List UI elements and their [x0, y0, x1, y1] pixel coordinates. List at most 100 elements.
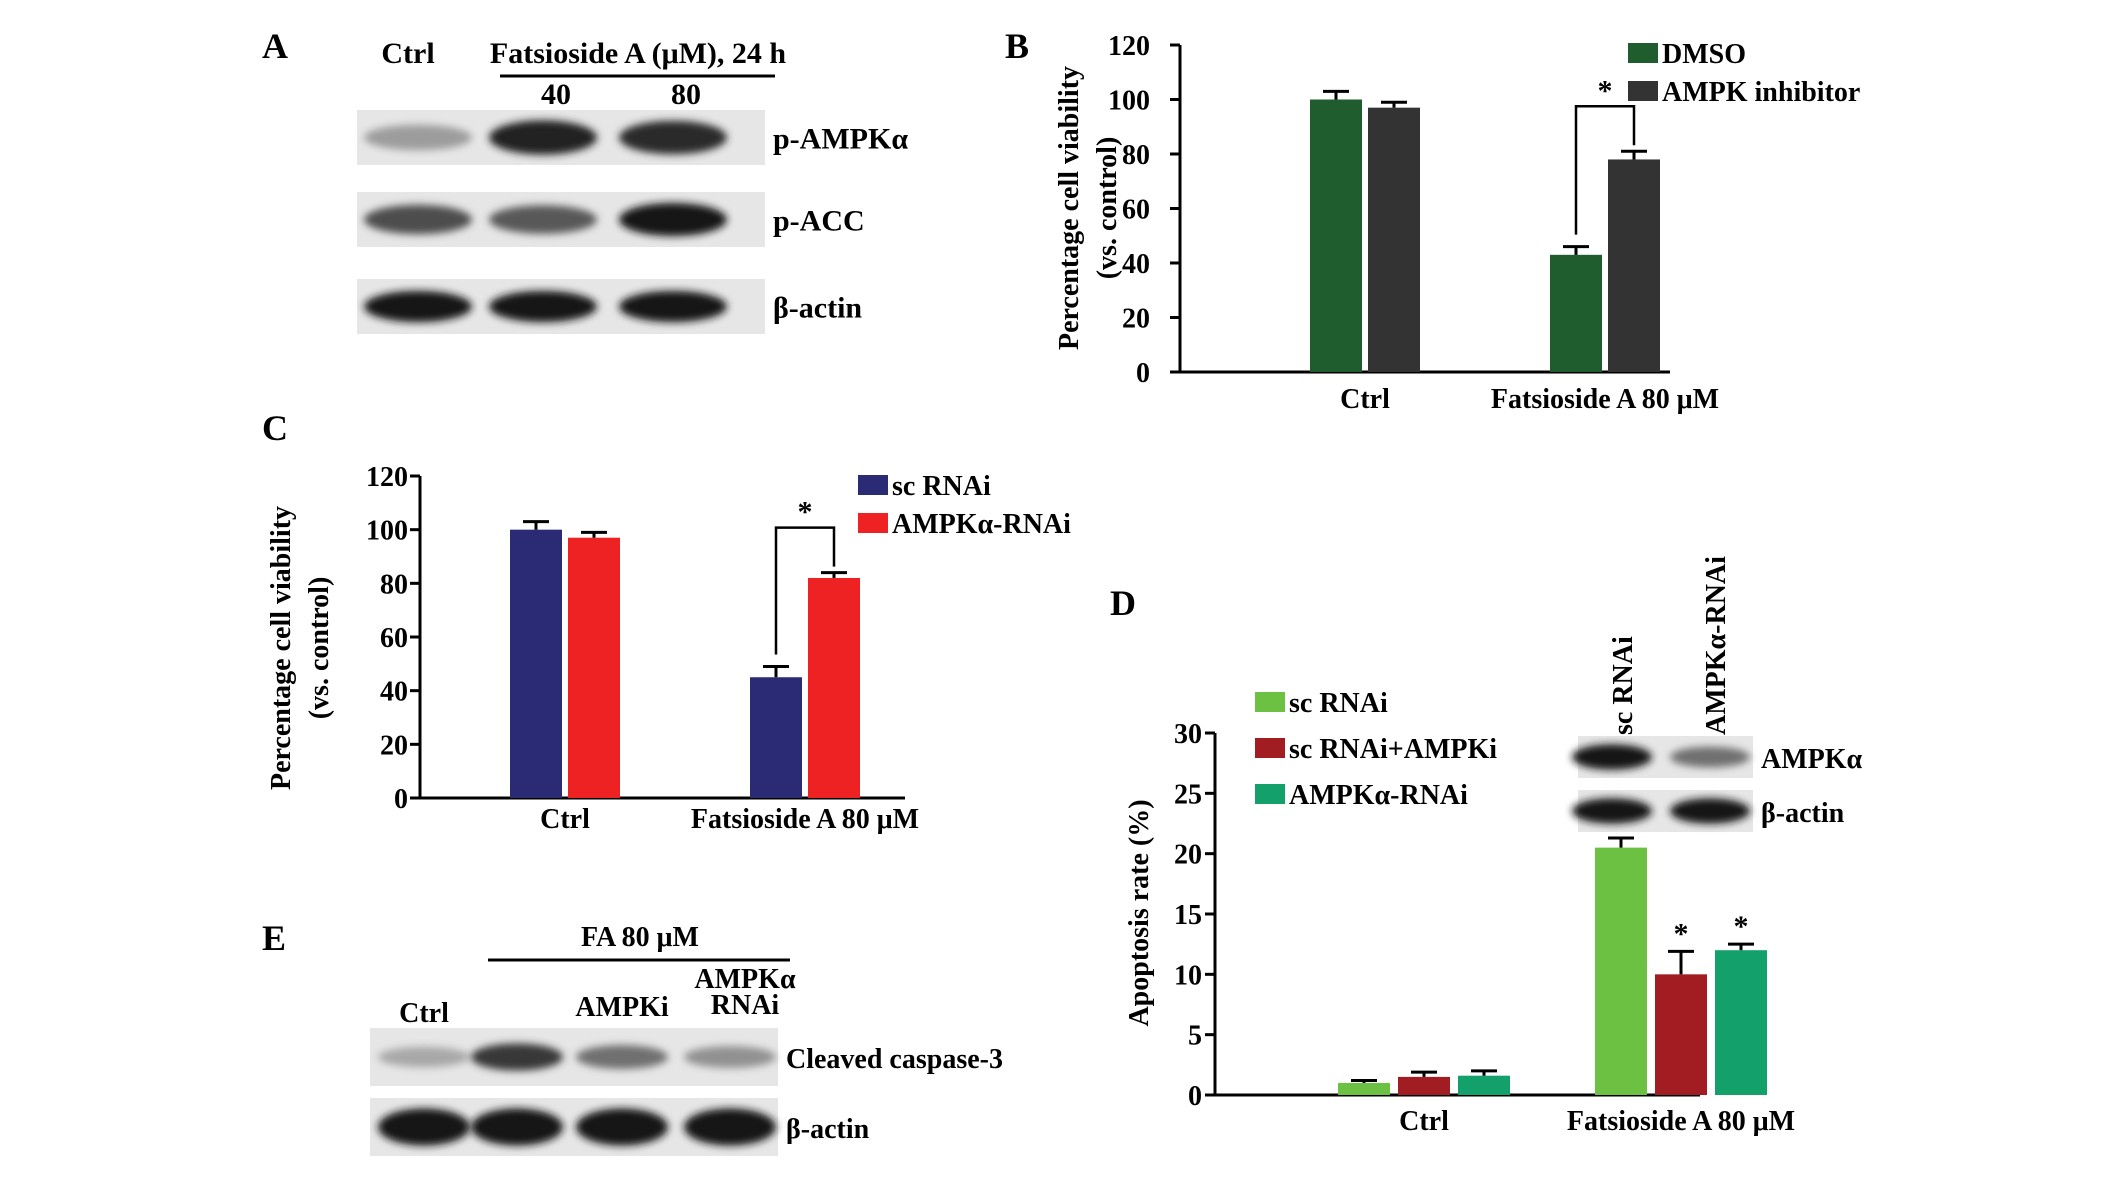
- panel-a-dose-40: 40: [541, 78, 571, 111]
- panel-c-y-tick-label: 60: [380, 623, 408, 654]
- panel-c-y-axis-title-line1: Percentage cell viability: [266, 506, 297, 790]
- panel-a-band-actin-lane-1: [364, 290, 472, 323]
- panel-e-band-cleaved-caspase-3-lane-2: [471, 1043, 563, 1071]
- panel-e-blot-label-actin: β-actin: [786, 1114, 870, 1145]
- panel-e-lane-ctrl: Ctrl: [399, 998, 449, 1029]
- panel-letter-b: B: [1005, 26, 1029, 66]
- panel-d-y-tick-label: 20: [1174, 840, 1202, 871]
- panel-e-group-label: FA 80 μM: [581, 922, 699, 953]
- panel-c-y-tick-label: 40: [380, 677, 408, 708]
- panel-b-y-tick-label: 20: [1122, 304, 1150, 335]
- panel-a-western-blot: Ctrl Fatsioside A (μM), 24 h 40 80 p-AMP…: [357, 37, 908, 334]
- panel-a-band-p-ampk-lane-2: [489, 120, 597, 155]
- panel-d-inset-blot-label-actin: β-actin: [1761, 798, 1845, 829]
- panel-c-x-category-label: Ctrl: [540, 804, 590, 835]
- panel-c-y-tick-label: 80: [380, 569, 408, 600]
- panel-d-y-tick-label: 10: [1174, 960, 1202, 991]
- panel-d-bar-ampk-rnai-fatsioside-a-80-m: [1715, 950, 1767, 1095]
- panel-d-y-tick-label: 30: [1174, 719, 1202, 750]
- panel-c-y-tick-label: 0: [394, 784, 408, 815]
- panel-d-inset-band-ampk-lane-1: [1572, 744, 1652, 770]
- panel-c-legend-label-ampk-rnai: AMPKα-RNAi: [892, 509, 1071, 540]
- panel-c-legend-label-sc-rnai: sc RNAi: [892, 471, 991, 502]
- panel-b-y-tick-label: 120: [1108, 31, 1150, 62]
- panel-e-blot-label-cleaved-caspase-3: Cleaved caspase-3: [786, 1044, 1003, 1075]
- panel-a-band-p-ampk-lane-1: [364, 124, 472, 151]
- panel-b-bar-chart: 0 20 40 60 80 100 120 Percentage cell viability…: [1054, 31, 1860, 415]
- panel-e-band-cleaved-caspase-3-lane-1: [378, 1046, 470, 1068]
- panel-c-bar-ampk-rnai-fatsioside-a-80-m: [808, 577, 860, 798]
- panel-d-legend-label-sc-rnai: sc RNAi: [1289, 688, 1388, 719]
- panel-d-inset-band-actin-lane-2: [1670, 798, 1750, 824]
- panel-b-significance-star: *: [1598, 74, 1613, 107]
- panel-a-band-p-acc-lane-3: [619, 202, 727, 237]
- panel-a-blot-label-p-ampk: p-AMPKα: [773, 123, 908, 156]
- panel-a-band-actin-lane-3: [619, 290, 727, 323]
- panel-c-x-category-label: Fatsioside A 80 μM: [691, 804, 919, 835]
- panel-d-inset-band-actin-lane-1: [1572, 798, 1652, 824]
- panel-c-significance-star: *: [798, 496, 813, 529]
- panel-b-legend-swatch-dmso: [1628, 43, 1658, 63]
- panel-c-legend-swatch-sc-rnai: [858, 475, 888, 495]
- panel-d-bar-sc-rnai-fatsioside-a-80-m: [1595, 847, 1647, 1095]
- panel-a-ctrl-label: Ctrl: [381, 37, 434, 70]
- panel-c-bar-chart: 0 20 40 60 80 100 120 Percentage cell viability…: [266, 462, 1071, 835]
- panel-b-legend-label-ampk-inhibitor: AMPK inhibitor: [1662, 77, 1860, 108]
- panel-d-inset-band-ampk-lane-2: [1670, 746, 1750, 768]
- panel-b-y-tick-label: 80: [1122, 140, 1150, 171]
- panel-d-inset-lane-ampk-rnai: AMPKα-RNAi: [1701, 556, 1732, 735]
- panel-b-y-tick-label: 60: [1122, 195, 1150, 226]
- panel-a-blot-label-p-acc: p-ACC: [773, 205, 865, 238]
- panel-a-band-p-ampk-lane-3: [619, 120, 727, 155]
- panel-c-y-axis-title-line2: (vs. control): [304, 577, 335, 720]
- panel-d-bar-sc-rnai-ctrl: [1338, 1082, 1390, 1095]
- panel-b-y-axis-title-line2: (vs. control): [1092, 137, 1123, 280]
- panel-d-y-tick-label: 5: [1188, 1021, 1202, 1052]
- panel-d-inset-blot-label-ampk: AMPKα: [1761, 744, 1863, 775]
- panel-b-y-axis-title-line1: Percentage cell viability: [1054, 66, 1085, 350]
- panel-d-y-axis-title: Apoptosis rate (%): [1124, 799, 1155, 1026]
- panel-b-bar-ampk-inhibitor-ctrl: [1368, 107, 1420, 373]
- panel-c-bar-ampk-rnai-ctrl: [568, 537, 620, 798]
- panel-b-legend-swatch-ampk-inhibitor: [1628, 81, 1658, 101]
- panel-d-x-category-label: Fatsioside A 80 μM: [1567, 1106, 1795, 1137]
- panel-d-bar-chart: 0 5 10 15 20 25 30 Apoptosis rate (%) Ctrl Fatsio…: [1124, 688, 1795, 1137]
- panel-a-treatment-label: Fatsioside A (μM), 24 h: [490, 37, 786, 70]
- panel-b-legend-label-dmso: DMSO: [1662, 39, 1746, 70]
- panel-d-bar-sc-rnai-ampki-fatsioside-a-80-m: [1655, 974, 1707, 1095]
- panel-d-legend-swatch-sc-rnai: [1255, 692, 1285, 712]
- panel-d-legend-swatch-ampk-rnai: [1255, 784, 1285, 804]
- panel-a-blot-label-actin: β-actin: [773, 292, 862, 325]
- panel-e-band-actin-lane-3: [576, 1108, 668, 1146]
- panel-e-band-cleaved-caspase-3-lane-3: [576, 1045, 668, 1069]
- panel-d-bar-sc-rnai-ampki-ctrl: [1398, 1076, 1450, 1095]
- panel-b-y-tick-label: 100: [1108, 86, 1150, 117]
- panel-e-band-cleaved-caspase-3-lane-4: [684, 1046, 776, 1068]
- panel-c-y-tick-label: 120: [366, 462, 408, 493]
- panel-e-lane-ampki: AMPKi: [575, 992, 669, 1023]
- panel-letter-d: D: [1110, 583, 1136, 623]
- panel-b-x-category-label: Fatsioside A 80 μM: [1491, 384, 1719, 415]
- panel-letter-c: C: [262, 408, 288, 448]
- panel-e-band-actin-lane-1: [378, 1108, 470, 1146]
- panel-e-western-blot: FA 80 μM Ctrl AMPKi AMPKα RNAi Cleaved c…: [370, 922, 1003, 1156]
- panel-a-band-p-acc-lane-1: [364, 204, 472, 235]
- panel-c-significance-bracket: [774, 526, 836, 655]
- panel-a-dose-80: 80: [671, 78, 701, 111]
- panel-d-inset-western-blot: sc RNAi AMPKα-RNAi AMPKα β-actin: [1572, 556, 1863, 832]
- panel-c-bar-sc-rnai-fatsioside-a-80-m: [750, 677, 802, 798]
- panel-a-band-actin-lane-2: [489, 290, 597, 323]
- panel-c-y-tick-label: 100: [366, 516, 408, 547]
- panel-b-y-tick-label: 40: [1122, 249, 1150, 280]
- panel-c-legend-swatch-ampk-rnai: [858, 513, 888, 533]
- panel-d-legend-label-ampk-rnai: AMPKα-RNAi: [1289, 780, 1468, 811]
- panel-e-lane-ampka-rnai-line2: RNAi: [711, 990, 780, 1021]
- panel-d-significance-star: *: [1674, 917, 1689, 950]
- panel-d-y-tick-label: 15: [1174, 900, 1202, 931]
- panel-e-lane-ampka-rnai-line1: AMPKα: [694, 964, 796, 995]
- panel-letter-a: A: [262, 26, 288, 66]
- panel-d-y-tick-label: 25: [1174, 779, 1202, 810]
- panel-d-y-tick-label: 0: [1188, 1081, 1202, 1112]
- panel-b-bar-dmso-fatsioside-a-80-m: [1550, 254, 1602, 372]
